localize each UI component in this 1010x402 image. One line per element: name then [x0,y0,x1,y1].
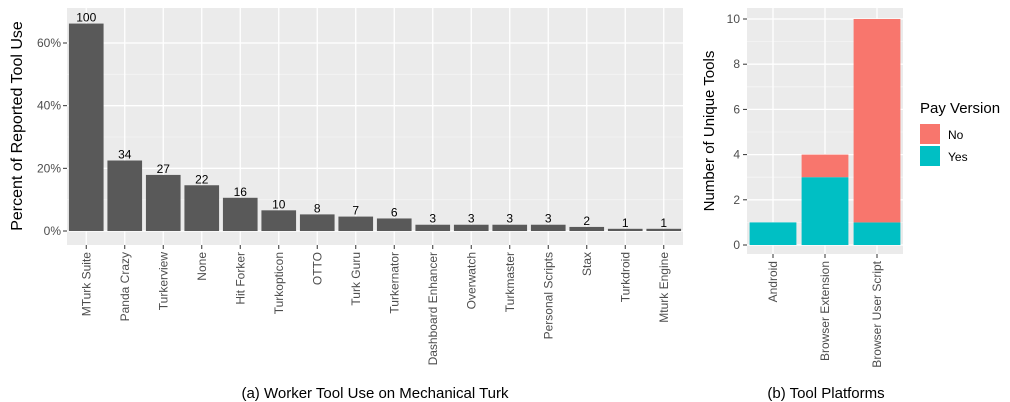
chart-a-x-tick-label: Turkmaster [503,252,517,312]
chart-a-x-ticks: MTurk Suite Panda Crazy Turkerview None Hit … [79,245,671,365]
chart-b-x-tick-label: Android [766,261,780,302]
chart-b-x-ticks: Android Browser Extension Browser User Scr… [766,254,884,368]
chart-a-bar [569,226,605,231]
chart-b-bars [749,19,901,245]
legend: Pay Version No Yes [920,100,1000,166]
chart-a-data-label: 3 [468,212,475,226]
chart-a-y-tick-label: 0% [44,224,62,238]
chart-a-y-tick-label: 60% [37,36,61,50]
chart-a-bar [530,224,566,231]
chart-a-y-tick-label: 20% [37,161,61,175]
chart-a-data-label: 1 [622,216,629,230]
legend-label-no: No [948,128,964,142]
chart-b-bar-no [801,154,849,178]
chart-a-data-label: 27 [157,162,171,176]
chart-a-data-label: 10 [272,197,286,211]
chart-a-bar [415,224,451,231]
chart-a-bars: 100 34 27 22 16 10 8 7 6 3 3 3 3 2 1 1 [68,11,682,231]
chart-b-bar-yes [749,222,797,245]
chart-b-x-tick-label: Browser User Script [870,260,884,367]
chart-a-data-label: 1 [660,216,667,230]
chart-a-bar [299,214,335,231]
chart-a-data-label: 7 [352,204,359,218]
chart-a-bar [184,185,220,231]
chart-a-y-ticks: 0% 20% 40% 60% [37,36,67,238]
legend-title: Pay Version [920,100,1000,117]
chart-a-x-tick-label: Stax [580,252,594,276]
legend-items: No Yes [920,124,968,166]
chart-a-x-tick-label: Overwatch [464,252,478,309]
chart-a-bar [68,23,104,231]
chart-a-bar [261,210,297,231]
chart-a-x-tick-label: Turk Guru [349,252,363,306]
chart-a-bar [607,228,643,231]
legend-label-yes: Yes [948,150,968,164]
legend-swatch-yes [920,146,940,166]
chart-a-y-tick-label: 40% [37,99,61,113]
chart-a-x-tick-label: Dashboard Enhancer [426,252,440,365]
chart-a-x-tick-label: MTurk Suite [79,252,93,317]
chart-a-caption: (a) Worker Tool Use on Mechanical Turk [241,385,509,402]
chart-b-y-axis-label: Number of Unique Tools [701,51,718,212]
chart-a-bar [453,224,489,231]
chart-a-x-tick-label: Panda Crazy [118,252,132,321]
chart-a-data-label: 22 [195,172,209,186]
chart-a-data-label: 2 [583,214,590,228]
chart-b-x-tick-label: Browser Extension [818,261,832,361]
chart-a-x-tick-label: Turkopticon [272,252,286,314]
chart-b-bar-yes [853,222,901,245]
chart-a-x-tick-label: OTTO [310,252,324,285]
chart-a-x-tick-label: Hit Forker [233,252,247,305]
chart-a-x-tick-label: Mturk Engine [657,252,671,323]
chart-a-data-label: 6 [391,205,398,219]
chart-a: 100 34 27 22 16 10 8 7 6 3 3 3 3 2 1 1 0% 20% 40% 60% MTur… [9,8,683,402]
chart-a-data-label: 3 [429,212,436,226]
chart-b: 0 2 4 6 8 10 Android Browser Extension Browser … [701,8,903,402]
chart-a-bar [492,224,528,231]
chart-a-data-label: 16 [234,185,248,199]
chart-a-bar [338,216,374,231]
chart-a-bar [222,197,258,231]
chart-b-y-tick-label: 6 [733,102,740,116]
chart-b-y-tick-label: 10 [727,12,741,26]
chart-a-bar [376,218,412,231]
chart-a-data-label: 8 [314,201,321,215]
chart-a-x-tick-label: Turkernator [387,252,401,314]
chart-a-x-tick-label: Turkerview [156,252,170,311]
chart-a-bar [646,228,682,231]
chart-b-caption: (b) Tool Platforms [767,385,884,402]
chart-b-y-ticks: 0 2 4 6 8 10 [727,12,747,252]
chart-b-y-tick-label: 2 [733,193,740,207]
chart-a-x-tick-label: Personal Scripts [541,252,555,339]
chart-a-data-label: 34 [118,148,132,162]
chart-a-x-tick-label: Turkdroid [618,252,632,302]
chart-a-data-label: 3 [545,212,552,226]
chart-a-x-tick-label: None [195,252,209,281]
chart-b-bar-yes [801,177,849,245]
chart-b-bar-no [853,19,901,223]
chart-a-bar [145,174,181,231]
chart-b-y-tick-label: 4 [733,148,740,162]
chart-b-y-tick-label: 0 [733,238,740,252]
legend-swatch-no [920,124,940,144]
chart-a-data-label: 3 [506,212,513,226]
chart-a-bar [107,160,143,231]
chart-a-data-label: 100 [76,11,96,25]
chart-a-y-axis-label: Percent of Reported Tool Use [9,21,26,231]
chart-b-y-tick-label: 8 [733,57,740,71]
